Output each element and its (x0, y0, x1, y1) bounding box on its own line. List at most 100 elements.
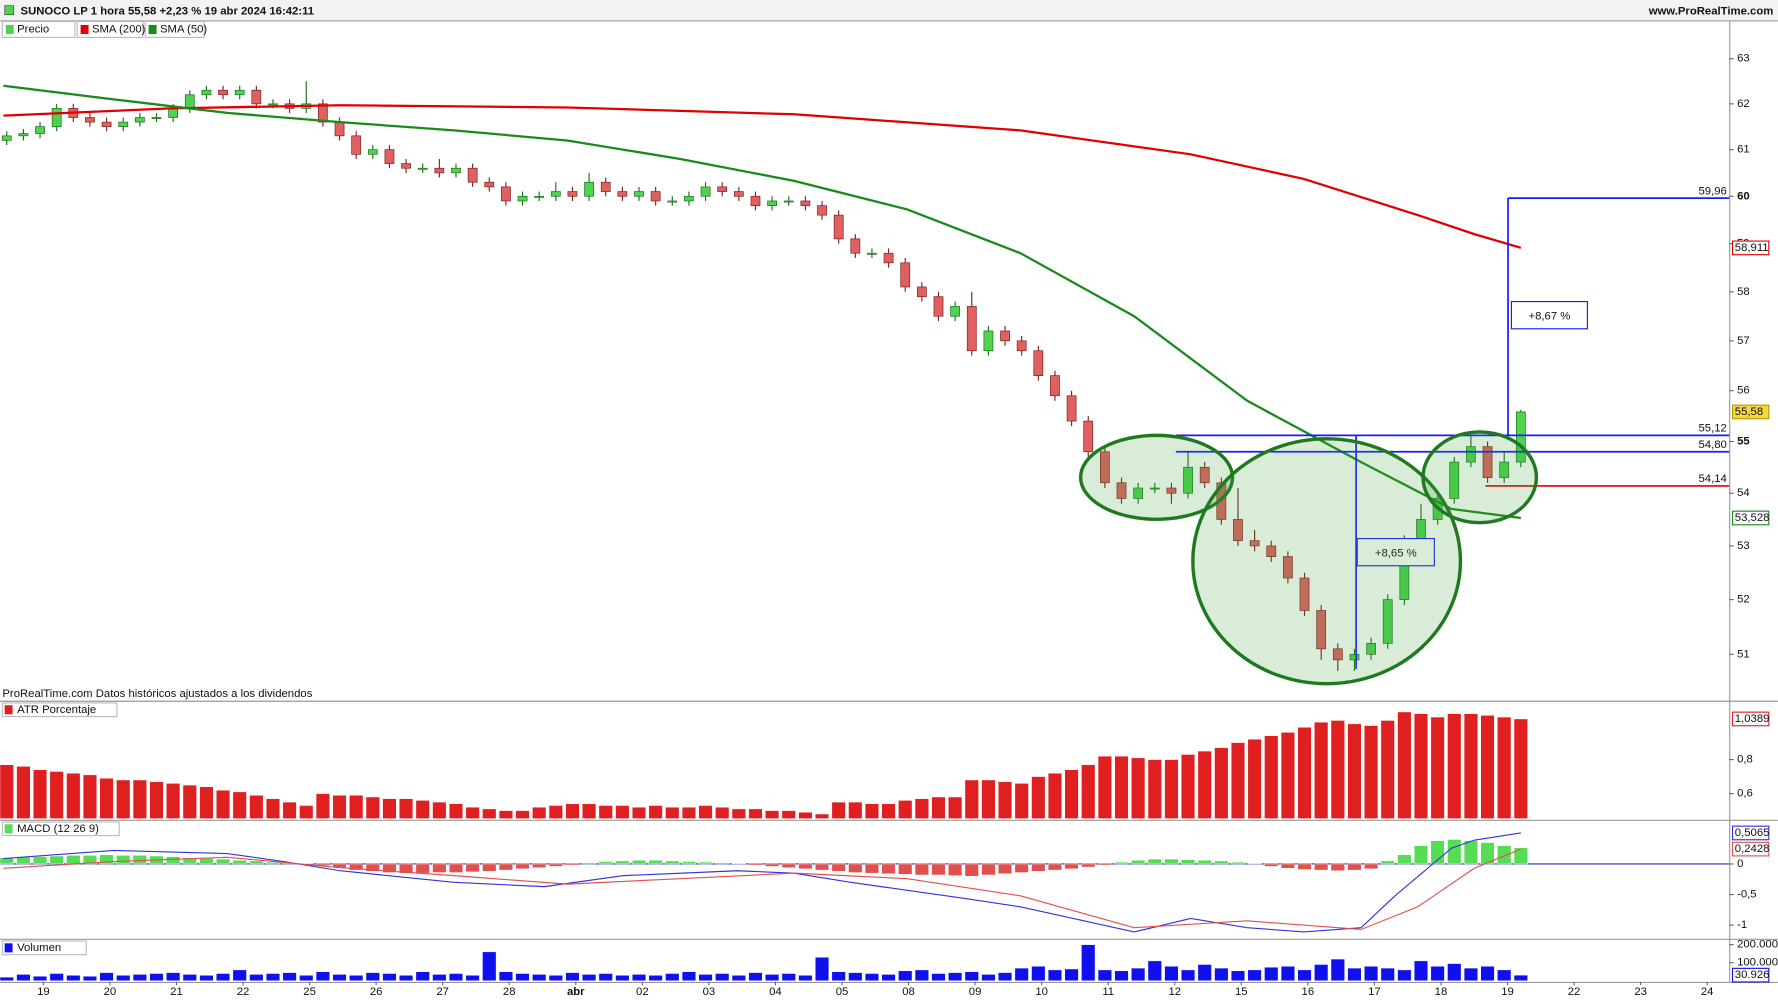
histogram-bar (582, 862, 597, 865)
bar (1314, 721, 1329, 819)
x-tick-label: 19 (37, 986, 50, 998)
candle-body (750, 195, 761, 207)
candle-body (134, 117, 145, 123)
histogram-bar (981, 863, 996, 876)
bar (49, 771, 64, 819)
candle-body (617, 191, 628, 197)
bar (1031, 966, 1046, 981)
panel-swatch (4, 824, 13, 834)
candle-body (184, 94, 195, 109)
candle-body (234, 89, 245, 96)
bar (1081, 764, 1096, 819)
histogram-bar (1430, 840, 1445, 865)
bar (299, 805, 314, 819)
bar (1513, 974, 1528, 981)
bar (448, 803, 464, 819)
bar (981, 779, 996, 819)
histogram-bar (1014, 863, 1029, 873)
bar (116, 975, 131, 981)
candle-body (1233, 519, 1243, 541)
candle-body (1033, 350, 1044, 377)
bar (631, 806, 647, 819)
bar (1380, 967, 1395, 981)
bar (1247, 969, 1262, 981)
x-tick-label: 12 (1168, 986, 1181, 998)
histogram-bar (1413, 845, 1429, 865)
legend-box[interactable] (1, 20, 76, 38)
bar (1047, 969, 1062, 981)
histogram-bar (815, 863, 830, 871)
candle-body (35, 126, 45, 134)
bar (898, 970, 913, 981)
histogram-bar (532, 863, 547, 868)
bar (1347, 723, 1362, 819)
bar (99, 972, 114, 981)
candle-body (201, 89, 212, 96)
histogram-bar (482, 863, 497, 872)
candle-body (950, 306, 961, 317)
candle-body (584, 181, 594, 197)
histogram-bar (265, 861, 281, 865)
candle-body (18, 133, 29, 137)
bar (998, 972, 1013, 981)
histogram-bar (448, 863, 464, 873)
bar (332, 974, 347, 981)
x-tick-label: 19 (1501, 986, 1514, 998)
candle-body (983, 330, 994, 352)
candle-body (1149, 487, 1160, 490)
candle-body (484, 181, 495, 188)
histogram-bar (698, 861, 713, 865)
bar (1214, 967, 1229, 981)
bar (1031, 776, 1046, 819)
legend-box[interactable] (76, 20, 144, 38)
bar (582, 974, 597, 981)
value-box (1731, 967, 1770, 983)
candle-body (1349, 653, 1360, 661)
panel-title-box[interactable] (1, 702, 118, 718)
bar (748, 808, 763, 819)
candle-body (101, 121, 112, 128)
histogram-bar (1164, 858, 1179, 865)
bar (1197, 964, 1212, 981)
candle-body (783, 200, 794, 203)
candle-body (966, 306, 977, 352)
value-box (1731, 404, 1770, 420)
candle-body (1066, 395, 1077, 422)
bar (1463, 713, 1478, 819)
histogram-bar (765, 863, 780, 867)
candle-body (51, 108, 62, 128)
histogram-bar (748, 863, 763, 866)
bar (332, 795, 347, 819)
candle-body (467, 167, 478, 183)
bar (232, 969, 247, 981)
histogram-bar (1064, 863, 1079, 870)
candle-body (501, 186, 511, 202)
bar (681, 971, 696, 981)
bar (864, 803, 879, 819)
candle-body (733, 191, 744, 197)
histogram-bar (864, 863, 879, 874)
histogram-bar (681, 861, 696, 865)
panel-title-box[interactable] (1, 940, 87, 956)
bar (382, 973, 397, 981)
bar (1181, 969, 1196, 981)
candle-body (85, 117, 95, 123)
y-tick-label: 0,6 (1737, 788, 1753, 800)
x-tick-label: abr (567, 986, 585, 998)
highlight-ellipse (1421, 430, 1539, 525)
y-tick-label: 62 (1737, 98, 1750, 110)
y-tick-label: -1 (1737, 919, 1747, 931)
bar (1447, 713, 1462, 819)
y-tick-label: 58 (1737, 286, 1750, 298)
panel-title-box[interactable] (1, 821, 120, 837)
bar (948, 972, 963, 981)
legend-box[interactable] (144, 20, 205, 38)
bar (1347, 967, 1362, 981)
histogram-bar (199, 858, 214, 865)
histogram-bar (82, 855, 97, 865)
candle-body (351, 135, 362, 155)
value-box (1731, 711, 1770, 727)
panel-title: ATR Porcentaje (17, 704, 96, 716)
candle-body (517, 195, 528, 202)
histogram-bar (515, 863, 530, 870)
